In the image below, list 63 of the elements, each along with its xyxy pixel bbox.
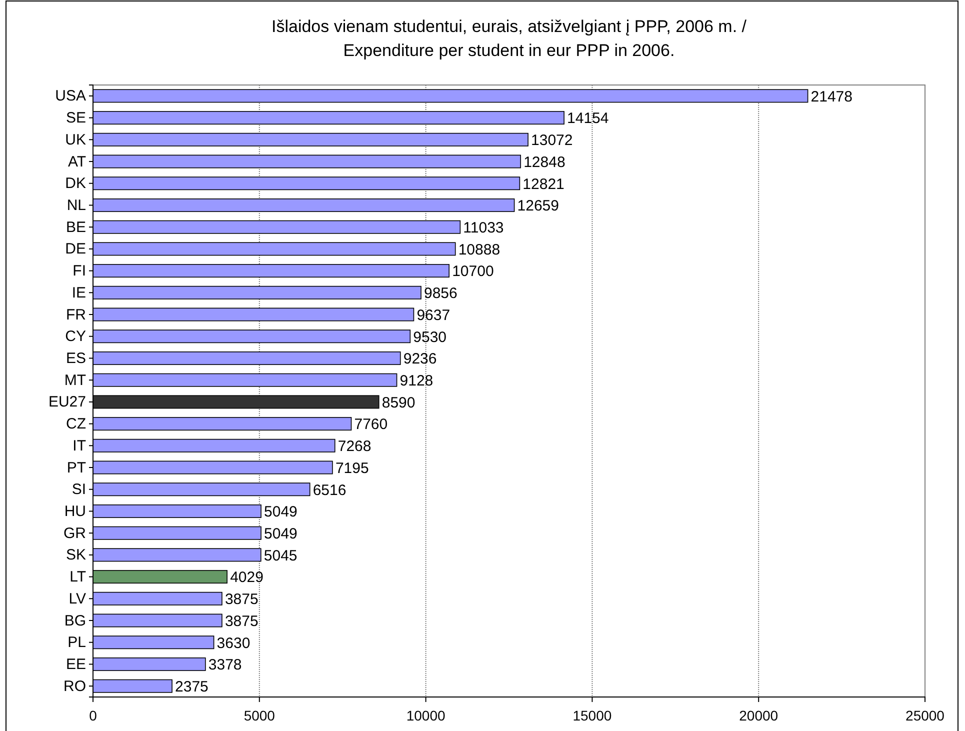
data-label: 9530	[413, 328, 447, 346]
y-tick-label: DK	[65, 175, 86, 192]
data-label: 14154	[567, 110, 609, 128]
y-tick-label: ES	[66, 350, 86, 368]
x-tick-label: 20000	[739, 707, 778, 724]
x-tick-label: 0	[89, 707, 98, 724]
data-label: 12821	[522, 176, 564, 193]
y-tick-label: FR	[66, 306, 86, 324]
y-tick-label: BE	[66, 218, 86, 236]
y-tick-label: SE	[66, 110, 86, 127]
data-label: 10700	[452, 263, 494, 280]
data-label: 8590	[382, 394, 416, 412]
y-tick-label: UK	[65, 131, 86, 148]
y-tick-label: HU	[64, 503, 86, 520]
data-label: 12848	[524, 154, 566, 171]
y-tick-label: LT	[70, 568, 86, 586]
data-label: 13072	[531, 132, 573, 150]
y-tick-label: DE	[65, 240, 86, 258]
y-tick-label: RO	[64, 678, 86, 695]
y-tick-label: BG	[64, 612, 86, 630]
data-label: 3378	[208, 656, 242, 674]
y-tick-label: AT	[68, 153, 86, 170]
y-tick-label: CZ	[66, 416, 86, 433]
y-tick-label: MT	[64, 372, 86, 389]
data-label: 5049	[264, 504, 298, 521]
x-tick-label: 25000	[906, 707, 945, 724]
data-label: 3875	[224, 591, 258, 608]
x-tick-label: 5000	[244, 707, 276, 724]
y-tick-label: CY	[65, 328, 86, 346]
data-label: 10888	[458, 241, 500, 258]
y-tick-label: GR	[64, 524, 86, 542]
data-label: 9236	[403, 350, 437, 368]
data-label: 3875	[224, 612, 258, 630]
y-tick-label: IT	[72, 437, 86, 454]
y-tick-label: LV	[68, 590, 86, 608]
y-tick-label: SK	[66, 546, 86, 564]
data-label: 7268	[338, 438, 372, 456]
y-tick-label: SI	[72, 481, 86, 498]
y-tick-label: FI	[72, 262, 86, 280]
y-tick-label: USA	[55, 88, 86, 105]
x-tick-label: 10000	[406, 707, 446, 724]
x-tick-label: 15000	[572, 707, 612, 724]
data-label: 9128	[400, 372, 434, 390]
data-label: 21478	[810, 88, 853, 106]
y-tick-label: EE	[66, 656, 86, 674]
data-label: 9637	[416, 306, 450, 324]
data-label: 9856	[424, 285, 458, 302]
y-tick-label: PL	[68, 634, 86, 652]
data-label: 2375	[175, 678, 208, 696]
data-label: 6516	[312, 482, 346, 499]
data-label: 5045	[264, 547, 298, 564]
data-label: 5049	[264, 525, 298, 542]
data-label: 7760	[354, 416, 388, 434]
y-tick-label: IE	[72, 284, 86, 302]
chart-title: Išlaidos vienam studentui, eurais, atsižvelgiant į PPP, 2006 m. / Expenditure per student in eur PPP in 2006.	[272, 17, 747, 60]
y-tick-label: NL	[66, 197, 86, 214]
y-tick-label: PT	[66, 459, 86, 476]
data-label: 3630	[216, 634, 250, 652]
data-label: 11033	[463, 219, 504, 236]
data-label: 12659	[517, 198, 560, 215]
data-label: 7195	[335, 460, 369, 477]
data-label: 4029	[230, 569, 264, 586]
y-tick-label: EU27	[48, 394, 86, 411]
